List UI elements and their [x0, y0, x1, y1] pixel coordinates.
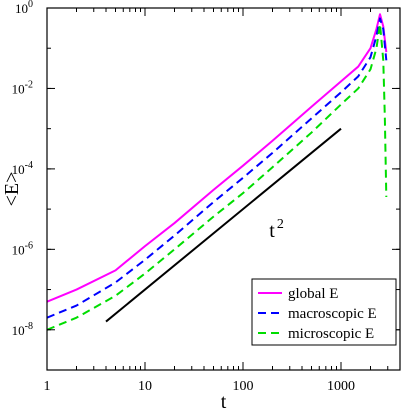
- reference-slope-line: [105, 127, 342, 323]
- x-tick-label: 100: [232, 379, 253, 394]
- y-tick-exponent: -8: [25, 321, 33, 332]
- x-axis-label: t: [221, 391, 227, 413]
- y-tick-exponent: 0: [28, 0, 33, 10]
- y-tick-base: 10: [12, 162, 25, 177]
- y-tick-label: 100: [15, 0, 33, 16]
- y-tick-base: 10: [12, 81, 25, 96]
- legend-label: microscopic E: [288, 326, 374, 342]
- series-line-macroscopic-e: [47, 17, 388, 319]
- x-tick-label: 1: [44, 379, 51, 394]
- y-tick-base: 10: [12, 242, 25, 257]
- y-axis-label: <E>: [1, 172, 23, 207]
- reference-label-exponent: 2: [277, 217, 284, 232]
- legend: global E macroscopic E microscopic E: [251, 278, 397, 346]
- series-line-global-e: [47, 13, 388, 303]
- y-tick-exponent: -4: [25, 160, 33, 171]
- x-tick-label: 10: [138, 379, 152, 394]
- reference-label-base: t: [269, 220, 275, 242]
- plot-frame: [46, 7, 401, 371]
- y-tick-exponent: -2: [25, 79, 33, 90]
- y-tick-label: 10-4: [12, 160, 33, 177]
- y-tick-label: 10-6: [12, 240, 33, 257]
- y-tick-exponent: -6: [25, 240, 33, 251]
- y-tick-label: 10-2: [12, 79, 33, 96]
- x-tick-label: 1000: [327, 379, 355, 394]
- series-line-microscopic-e: [47, 23, 388, 331]
- y-tick-base: 10: [15, 1, 28, 16]
- series-layer: [47, 13, 388, 331]
- y-tick-base: 10: [12, 323, 25, 338]
- legend-label: macroscopic E: [288, 306, 377, 322]
- y-tick-label: 10-8: [12, 321, 33, 338]
- legend-label: global E: [288, 286, 338, 302]
